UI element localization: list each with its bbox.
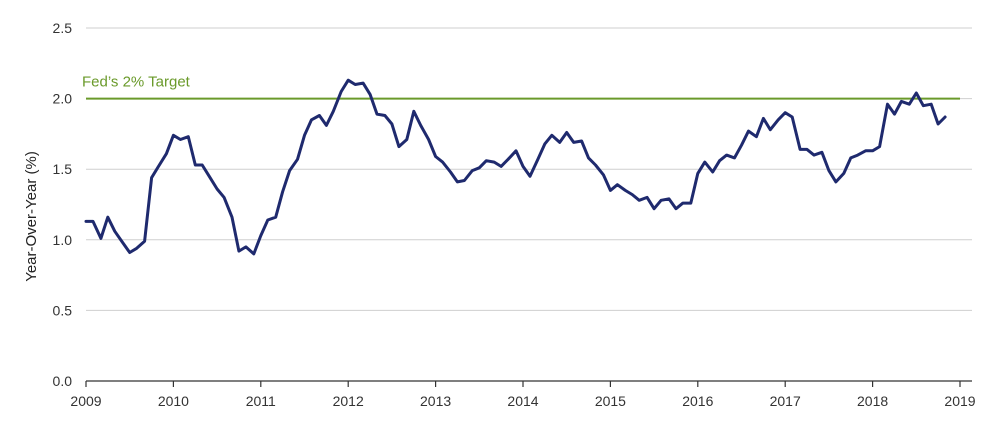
x-tick-label: 2018 — [857, 393, 888, 409]
x-tick-label: 2013 — [420, 393, 451, 409]
y-tick-label: 0.5 — [53, 302, 73, 318]
reference-line-group: Fed’s 2% Target — [82, 74, 960, 100]
y-axis-title: Year-Over-Year (%) — [23, 151, 40, 282]
target-reference-label: Fed’s 2% Target — [82, 74, 191, 91]
y-tick-label: 2.5 — [53, 20, 73, 36]
x-tick-label: 2010 — [158, 393, 189, 409]
x-tick-label: 2016 — [682, 393, 713, 409]
series-line-0 — [84, 78, 947, 256]
y-tick-label: 1.0 — [53, 232, 73, 248]
y-tick-label: 0.0 — [53, 373, 73, 389]
x-tick-label: 2011 — [246, 393, 276, 409]
x-tick-label: 2014 — [507, 393, 538, 409]
axes: 0.0 0.5 1.0 1.5 2.0 2.5 2009 2010 2011 2012 2013 20… — [53, 20, 976, 409]
y-tick-label: 2.0 — [53, 91, 73, 107]
x-tick-label: 2019 — [944, 393, 975, 409]
x-tick-label: 2017 — [770, 393, 801, 409]
series-group — [84, 78, 947, 256]
x-tick-label: 2015 — [595, 393, 626, 409]
x-tick-label: 2009 — [70, 393, 101, 409]
y-tick-label: 1.5 — [53, 161, 73, 177]
gridlines — [86, 27, 972, 311]
x-tick-label: 2012 — [333, 393, 364, 409]
